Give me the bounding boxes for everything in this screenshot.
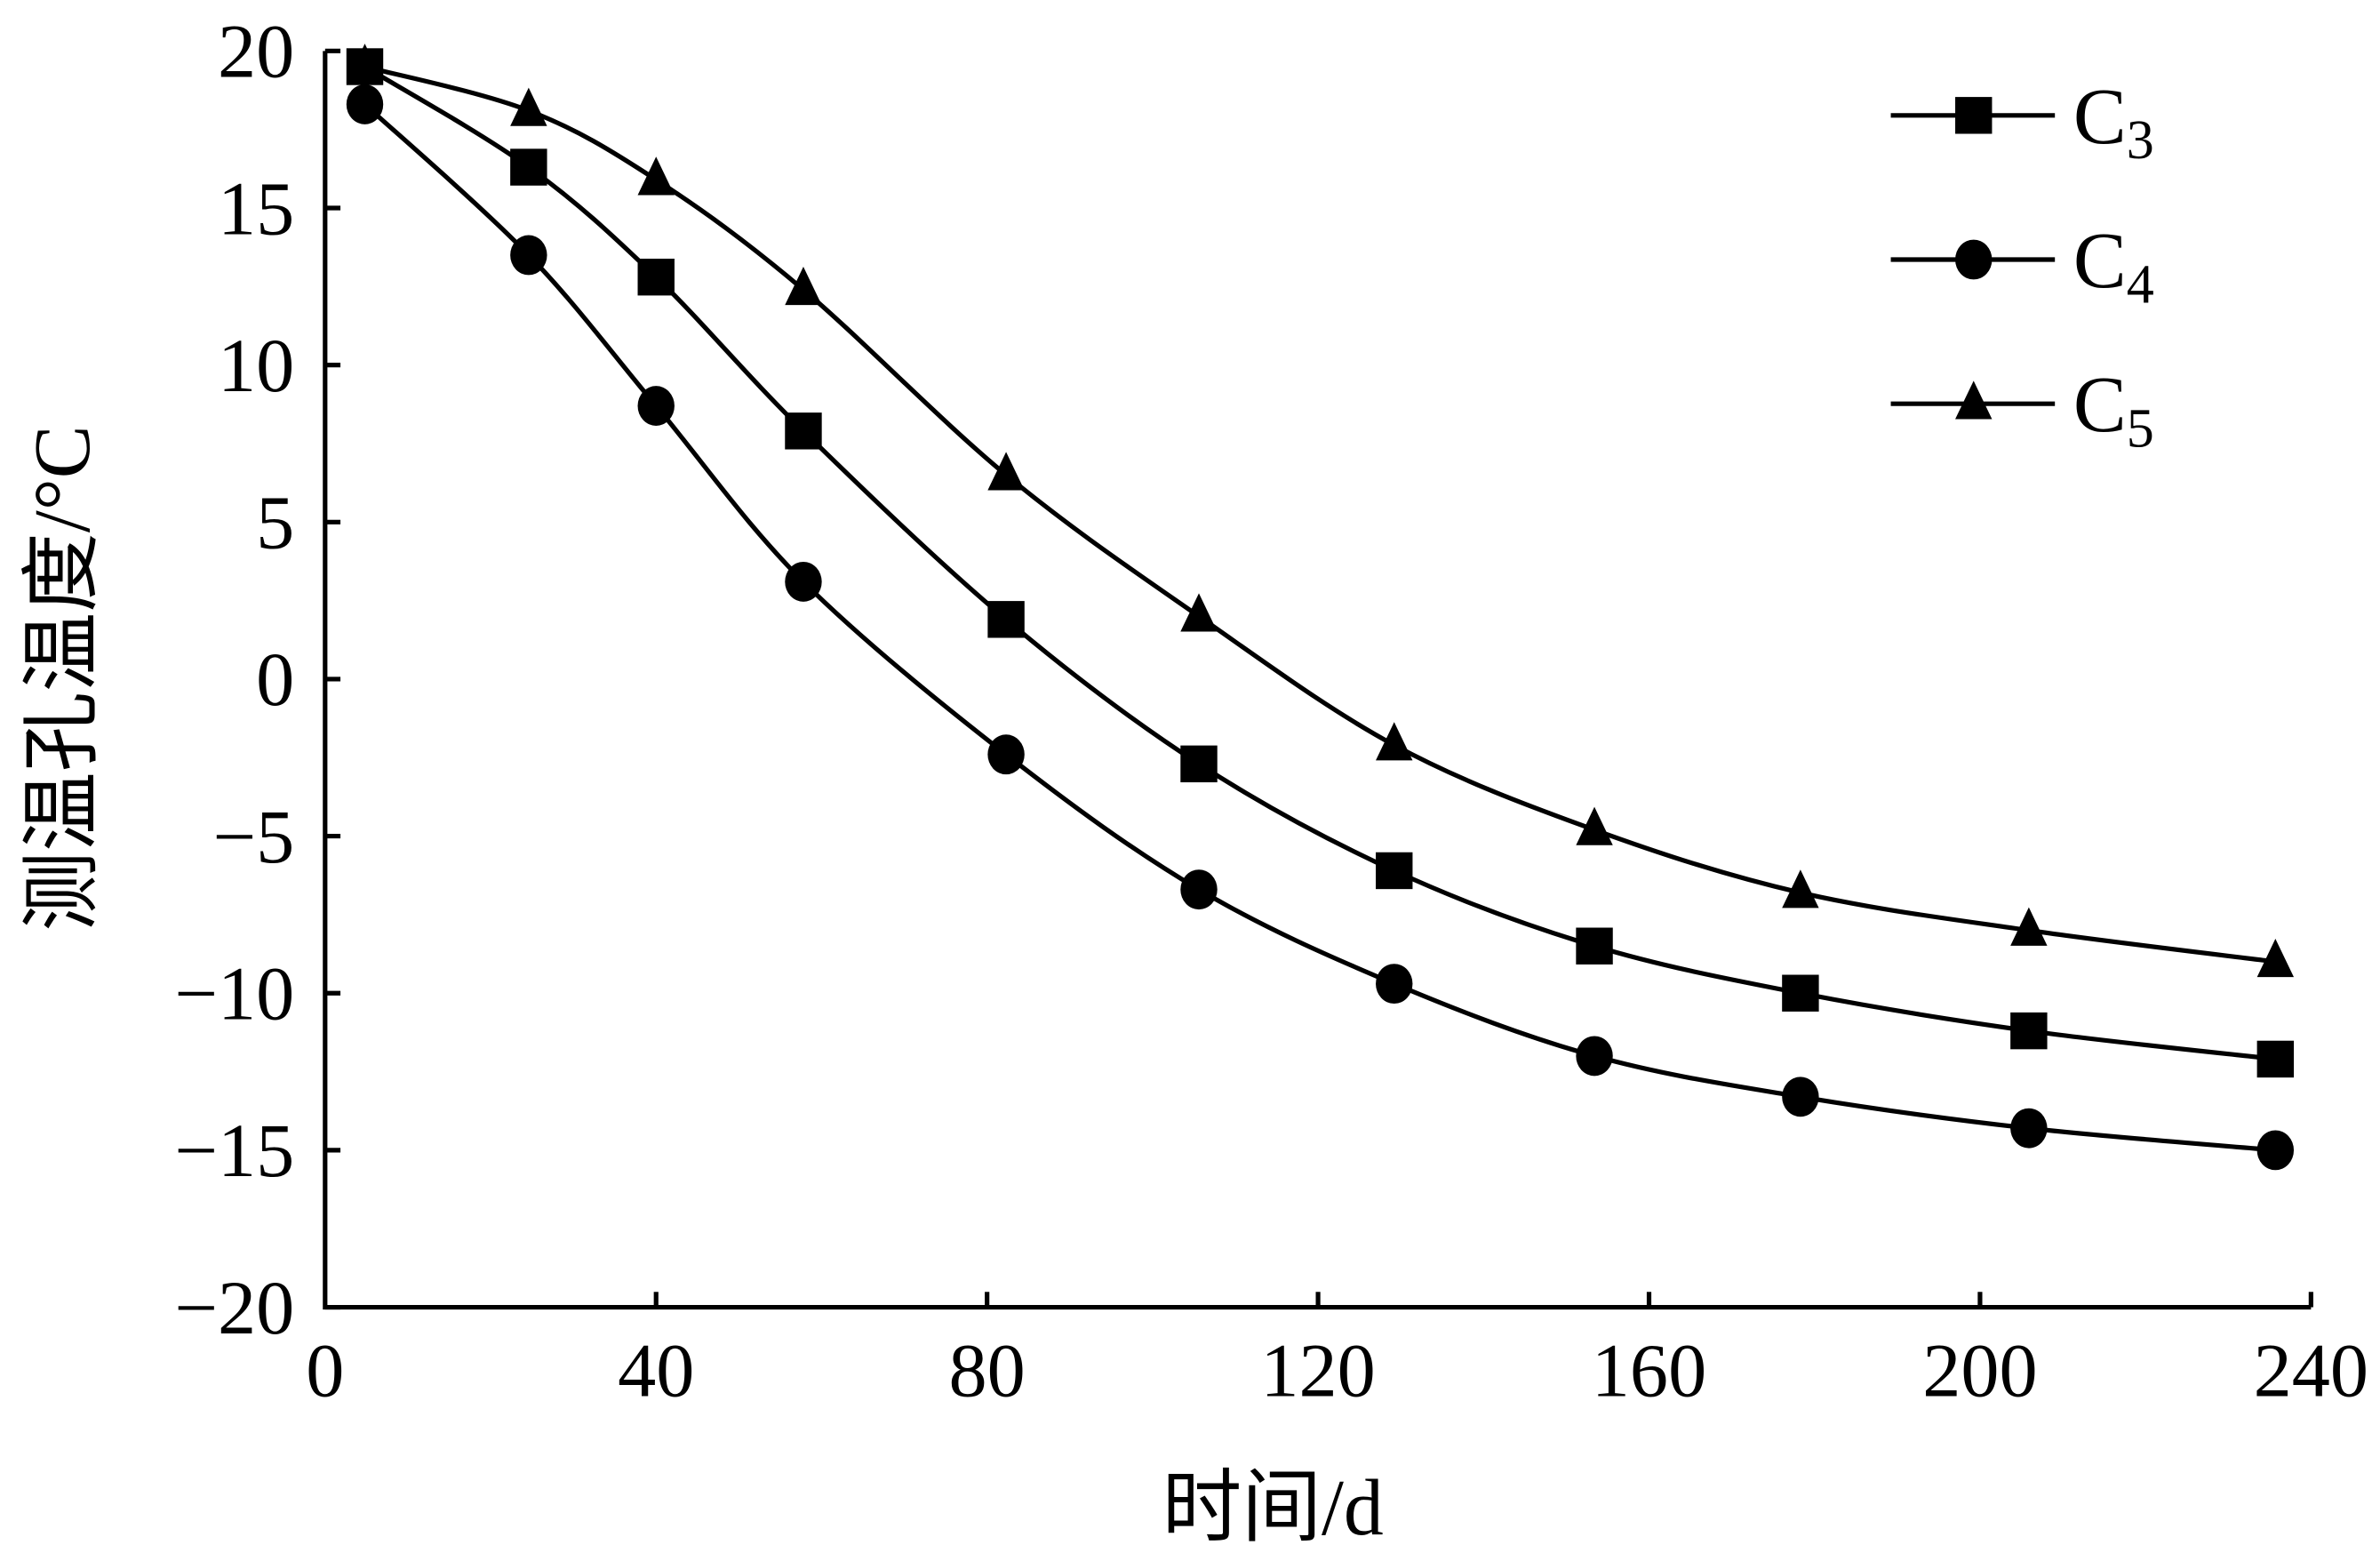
series-line [363,64,2276,965]
series-C5 [346,44,2295,978]
circle-marker [510,235,547,276]
triangle-marker [1376,722,1413,761]
triangle-marker [2010,907,2048,946]
circle-marker [637,386,675,426]
circle-marker [1180,869,1218,910]
y-tick-label: −15 [174,1108,294,1193]
square-marker [2256,1040,2295,1078]
square-marker [1782,974,1819,1012]
legend-subscript: 4 [2127,254,2154,315]
y-tick-label: −5 [213,794,295,879]
circle-marker [1376,964,1413,1005]
legend-item: C4 [1890,217,2154,315]
y-tick-label: 0 [256,636,294,722]
square-marker [1955,97,1993,134]
triangle-marker [785,266,822,306]
circle-marker [1576,1036,1613,1077]
triangle-marker [1576,806,1613,845]
y-tick-label: 5 [256,480,294,565]
triangle-marker [2256,939,2295,978]
triangle-marker [1180,593,1218,632]
legend-item: C5 [1890,361,2154,460]
circle-marker [1782,1077,1819,1117]
x-tick-label: 120 [1260,1328,1375,1413]
y-axis-label: 测温孔温度/°C [19,425,107,931]
x-tick-label: 200 [1922,1328,2037,1413]
legend-label: C4 [2073,217,2154,315]
square-marker [637,259,675,296]
axes: 0 40 80 120 160 200 240 20 15 10 5 0 −5 −10 −15 −20 [174,9,2368,1413]
x-tick-label: 240 [2254,1328,2368,1413]
legend-label: C3 [2073,73,2154,171]
series-C4 [346,84,2295,1171]
series-C3 [346,48,2295,1078]
y-tick-label: 15 [218,165,294,251]
legend-label: C5 [2073,361,2154,459]
y-tick-label: −20 [174,1265,294,1350]
legend: C3 C4 C5 [1890,73,2154,460]
legend-subscript: 3 [2127,110,2154,171]
x-tick-label: 160 [1592,1328,1706,1413]
x-tick-label: 80 [949,1328,1026,1413]
circle-marker [785,561,822,602]
series-line [363,64,2276,1061]
triangle-marker [1782,869,1819,909]
series-group [346,44,2295,1171]
triangle-marker [346,44,384,83]
circle-marker [2256,1130,2295,1171]
legend-subscript: 5 [2127,399,2154,460]
triangle-marker [1955,380,1993,420]
x-tick-label: 40 [618,1328,694,1413]
circle-marker [987,734,1025,775]
circle-marker [1955,239,1993,280]
square-marker [2010,1012,2048,1050]
y-tick-label: 20 [218,9,294,94]
square-marker [1576,927,1613,965]
square-marker [510,148,547,186]
legend-item: C3 [1890,73,2154,171]
triangle-marker [987,452,1025,491]
square-marker [785,412,822,450]
square-marker [987,601,1025,638]
square-marker [1376,852,1413,890]
x-tick-label: 0 [306,1328,344,1413]
square-marker [1180,745,1218,783]
circle-marker [346,84,384,124]
triangle-marker [510,87,547,126]
y-tick-label: −10 [174,951,294,1037]
circle-marker [2010,1108,2048,1149]
y-tick-label: 10 [218,323,294,408]
x-axis-label: 时间/d [1162,1464,1384,1552]
triangle-marker [637,156,675,196]
